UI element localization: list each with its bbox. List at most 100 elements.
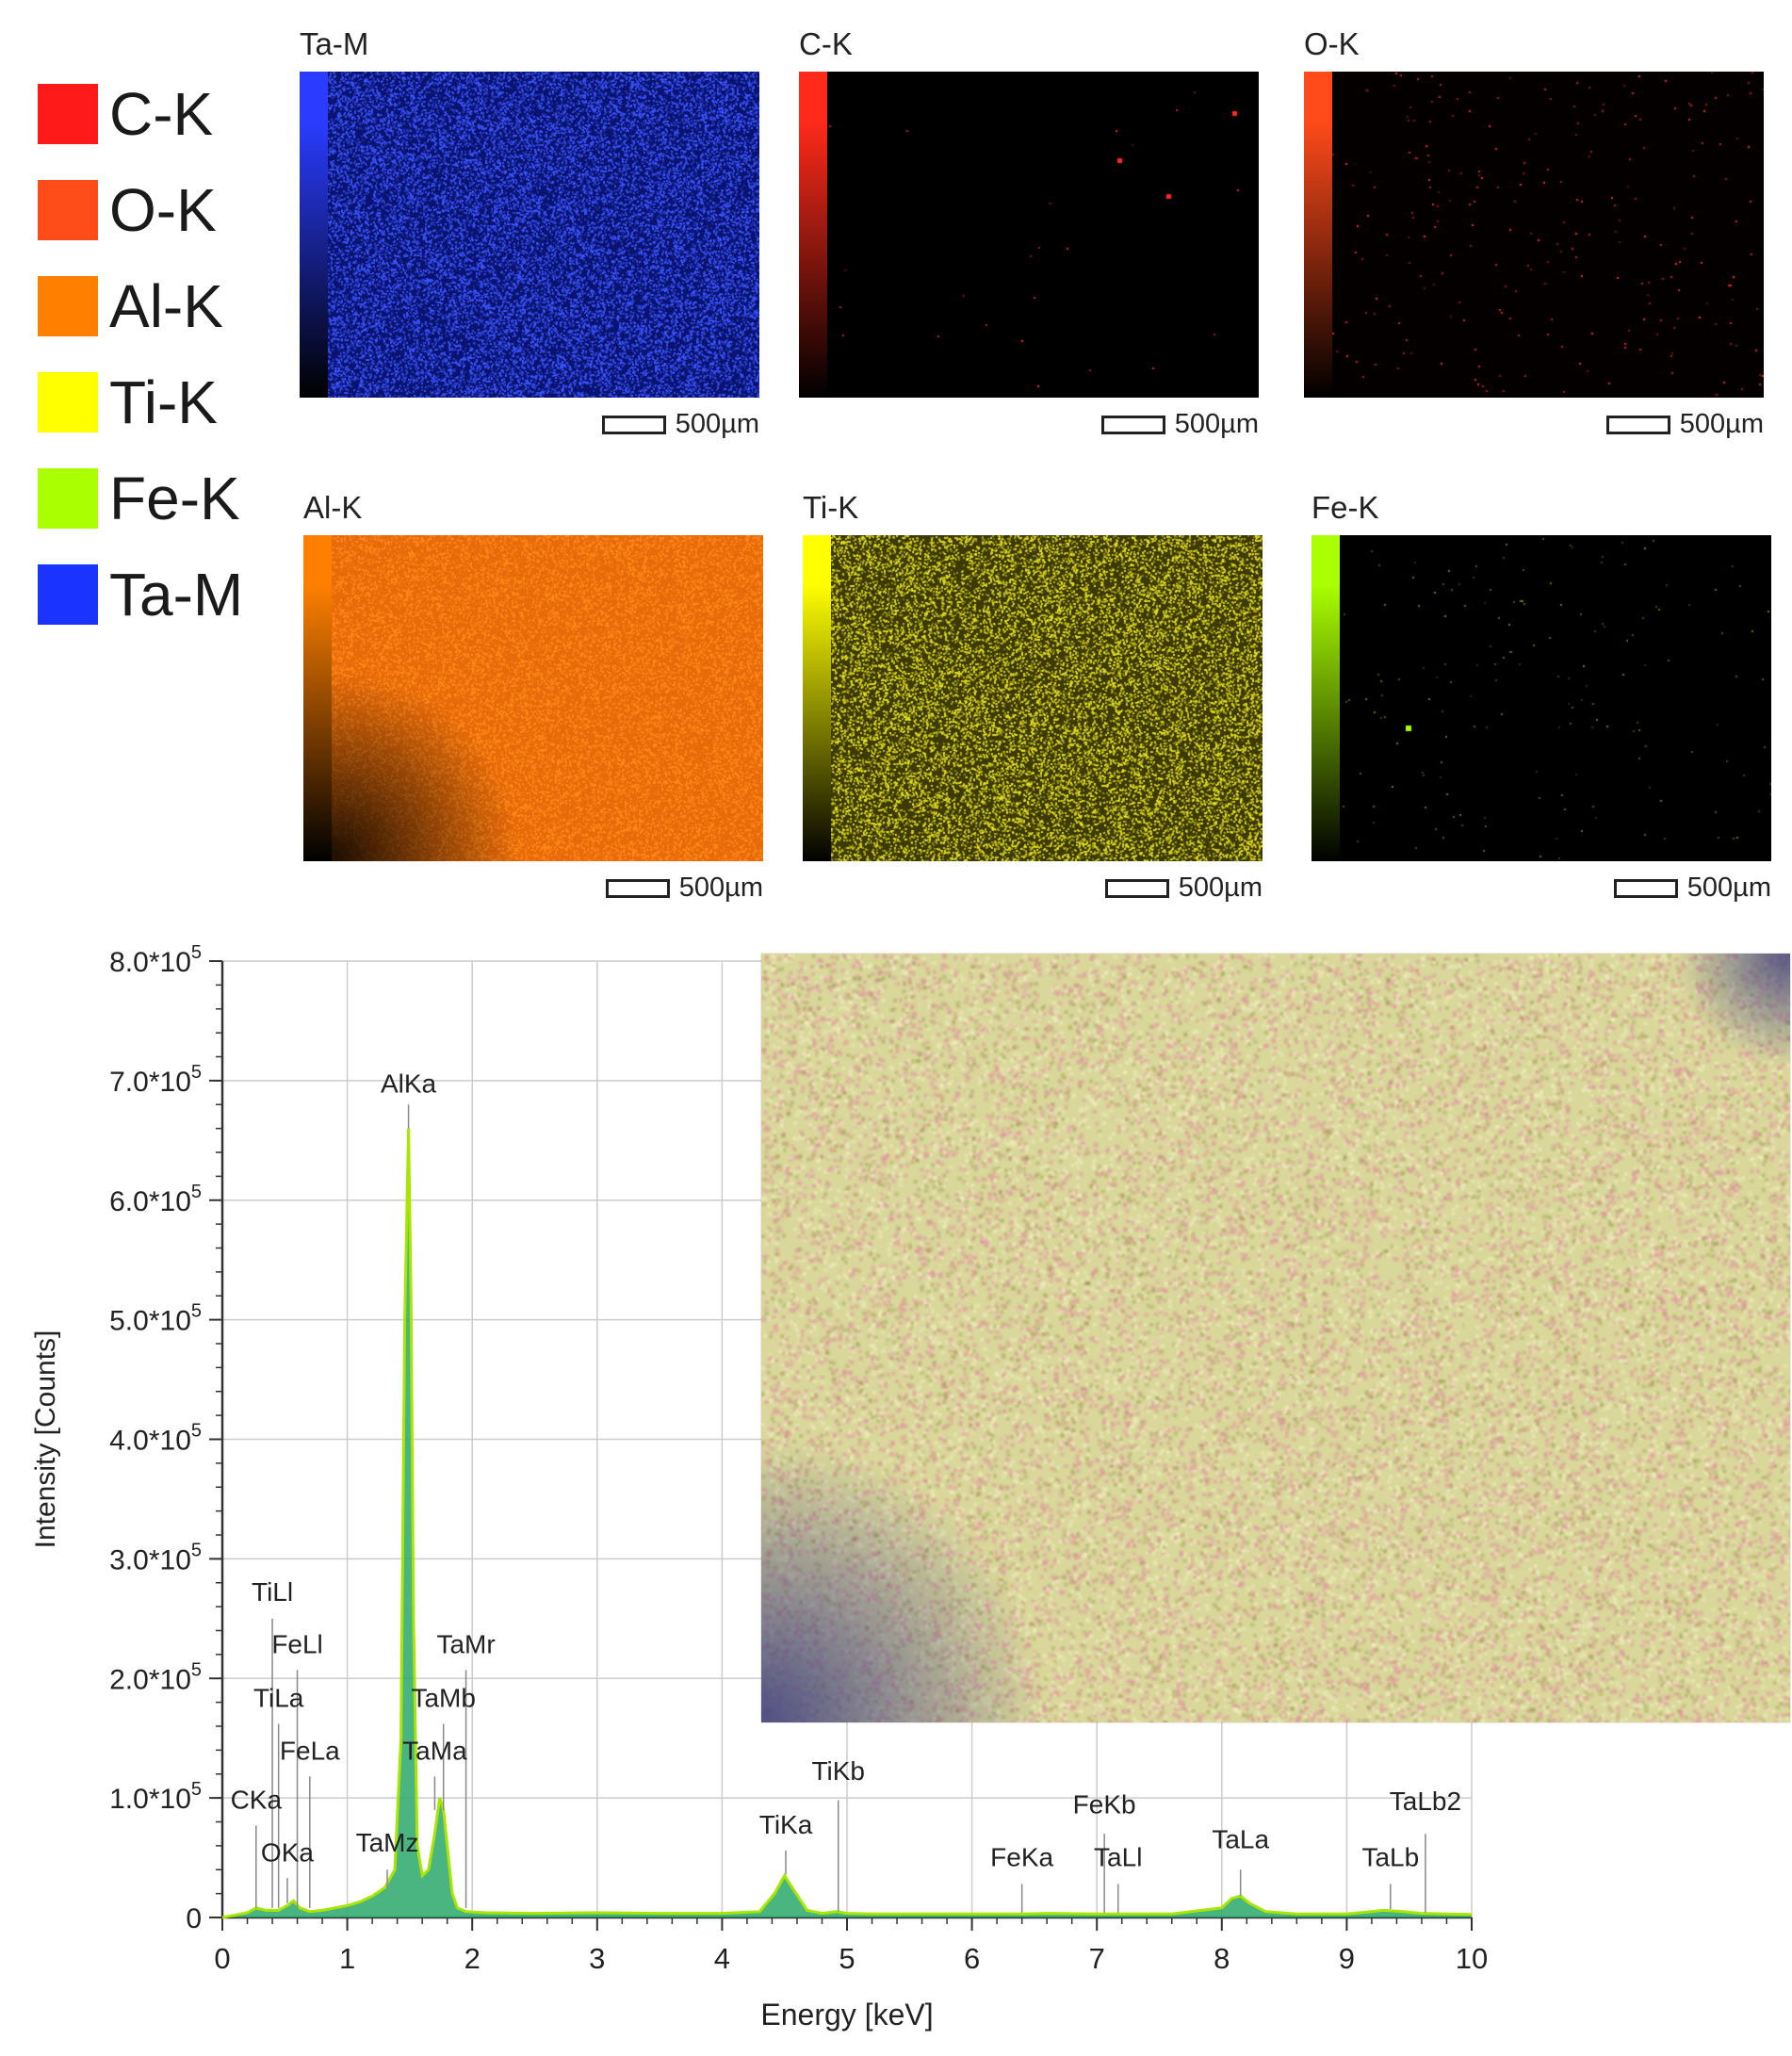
x-tick-label: 8 — [1214, 1942, 1230, 1975]
y-tick-label: 1.0*105 — [109, 1779, 202, 1815]
y-tick-label: 2.0*105 — [109, 1659, 202, 1695]
y-tick-label: 0 — [186, 1903, 202, 1934]
peak-label: TiKb — [811, 1756, 865, 1786]
x-tick-label: 6 — [964, 1942, 980, 1975]
map-image — [332, 535, 763, 861]
scale-bar: 500µm — [1104, 873, 1263, 904]
y-tick-label: 5.0*105 — [109, 1301, 202, 1337]
peak-label: FeKb — [1073, 1790, 1136, 1819]
scale-bar-box — [1100, 415, 1165, 434]
x-tick-label: 2 — [464, 1942, 481, 1975]
scale-bar-label: 500µm — [1686, 873, 1771, 903]
map-image — [827, 72, 1259, 398]
y-tick-label: 6.0*105 — [109, 1182, 202, 1217]
peak-label: TaMr — [436, 1630, 495, 1659]
y-tick-label: 4.0*105 — [109, 1421, 202, 1457]
peak-label: TiLl — [252, 1577, 293, 1607]
peak-label: OKa — [261, 1837, 314, 1867]
legend-swatch — [38, 564, 98, 625]
scale-bar: 500µm — [605, 873, 763, 904]
legend-swatch — [38, 468, 98, 529]
scale-bar-label: 500µm — [678, 873, 763, 903]
legend-item: C-K — [38, 66, 283, 162]
map-title: C-K — [799, 26, 853, 61]
map-frame — [1304, 72, 1764, 398]
map-image — [1332, 72, 1764, 398]
peak-label: TaMa — [402, 1737, 467, 1766]
peak-label: FeKa — [990, 1842, 1053, 1871]
map-panel: Fe-K 500µm — [1311, 490, 1771, 920]
scale-bar-box — [1605, 415, 1670, 434]
map-panel: Ti-K 500µm — [803, 490, 1263, 920]
scale-bar: 500µm — [1613, 873, 1771, 904]
legend-swatch — [38, 372, 98, 432]
legend-label: C-K — [109, 80, 214, 148]
x-tick-label: 3 — [589, 1942, 605, 1975]
x-tick-label: 10 — [1456, 1942, 1488, 1975]
map-frame — [1311, 535, 1771, 861]
map-panel: C-K 500µm — [799, 26, 1259, 456]
scale-bar-label: 500µm — [1679, 409, 1764, 439]
scale-bar-label: 500µm — [1174, 409, 1259, 439]
peak-label: TaLb — [1361, 1842, 1419, 1871]
map-frame — [300, 72, 759, 398]
map-colorbar — [803, 535, 831, 861]
scale-bar-label: 500µm — [675, 409, 759, 439]
legend-item: Fe-K — [38, 450, 283, 547]
map-panel: O-K 500µm — [1304, 26, 1764, 456]
map-colorbar — [1311, 535, 1340, 861]
map-frame — [799, 72, 1259, 398]
x-tick-label: 7 — [1089, 1942, 1105, 1975]
map-frame — [803, 535, 1263, 861]
y-axis-label: Intensity [Counts] — [30, 1330, 61, 1549]
legend-label: Ti-K — [109, 368, 218, 436]
y-tick-label: 7.0*105 — [109, 1062, 202, 1098]
scale-bar: 500µm — [1100, 409, 1259, 440]
peak-label: TaMz — [356, 1828, 419, 1857]
composite-overlay-image — [761, 954, 1790, 1722]
legend-label: Ta-M — [109, 561, 244, 628]
map-image — [328, 72, 759, 398]
legend-item: O-K — [38, 162, 283, 258]
map-panel: Ta-M 500µm — [300, 26, 759, 456]
scale-bar-box — [1613, 878, 1678, 898]
map-colorbar — [1304, 72, 1332, 398]
map-panel: Al-K 500µm — [303, 490, 763, 920]
legend-swatch — [38, 84, 98, 144]
peak-label: AlKa — [381, 1069, 437, 1099]
x-tick-label: 0 — [214, 1942, 230, 1975]
map-colorbar — [799, 72, 827, 398]
peak-label: FeLl — [271, 1630, 322, 1659]
x-axis-label: Energy [keV] — [760, 1998, 933, 2032]
scale-bar-box — [605, 878, 670, 898]
legend-swatch — [38, 180, 98, 240]
scale-bar-box — [601, 415, 666, 434]
spectrum-line — [221, 1128, 1473, 1919]
peak-label: TaLl — [1094, 1842, 1142, 1871]
peak-label: FeLa — [280, 1737, 340, 1766]
legend-label: Fe-K — [109, 465, 240, 532]
scale-bar: 500µm — [601, 409, 759, 440]
legend-label: Al-K — [109, 272, 223, 340]
scale-bar: 500µm — [1605, 409, 1764, 440]
map-colorbar — [303, 535, 332, 861]
peak-label: TaLb2 — [1390, 1787, 1461, 1816]
element-legend: C-K O-K Al-K Ti-K Fe-K Ta-M — [38, 66, 283, 643]
x-tick-label: 4 — [714, 1942, 730, 1975]
map-frame — [303, 535, 763, 861]
scale-bar-label: 500µm — [1178, 873, 1263, 903]
legend-swatch — [38, 276, 98, 336]
peak-label: TiKa — [759, 1810, 813, 1839]
scale-bar-box — [1104, 878, 1169, 898]
map-colorbar — [300, 72, 328, 398]
map-image — [1340, 535, 1771, 861]
x-tick-label: 1 — [339, 1942, 355, 1975]
y-tick-label: 8.0*105 — [109, 942, 202, 978]
peak-label: TaMb — [411, 1684, 475, 1713]
peak-label: TaLa — [1212, 1824, 1269, 1853]
legend-item: Al-K — [38, 258, 283, 354]
y-tick-label: 3.0*105 — [109, 1540, 202, 1575]
legend-item: Ta-M — [38, 547, 283, 643]
peak-label: TiLa — [253, 1684, 304, 1713]
peak-label: CKa — [231, 1786, 283, 1815]
